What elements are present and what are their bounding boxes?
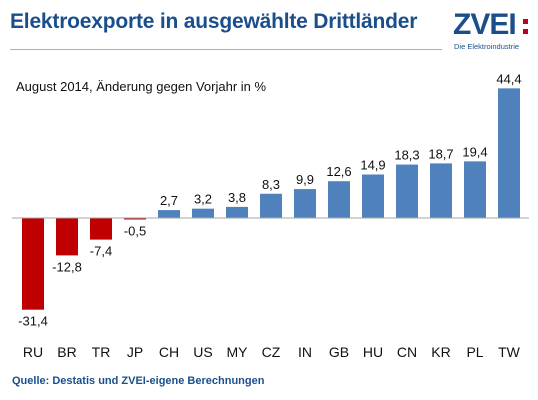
logo-colon-mark: [523, 19, 529, 39]
bar-jp: [124, 218, 146, 220]
value-label-jp: -0,5: [124, 224, 146, 239]
value-label-cn: 18,3: [394, 148, 419, 163]
category-label-cz: CZ: [262, 344, 281, 360]
value-label-gb: 12,6: [326, 164, 351, 179]
bar-cz: [260, 193, 282, 218]
chart-title: Elektroexporte in ausgewählte Drittlände…: [10, 10, 418, 33]
bars-group: [22, 88, 520, 310]
category-label-hu: HU: [363, 344, 383, 360]
category-label-ru: RU: [23, 344, 43, 360]
value-label-hu: 14,9: [360, 157, 385, 172]
category-label-pl: PL: [466, 344, 483, 360]
value-label-tw: 44,4: [496, 71, 521, 86]
bar-pl: [464, 161, 486, 218]
bar-kr: [430, 163, 452, 218]
category-label-us: US: [193, 344, 212, 360]
bar-br: [56, 218, 78, 256]
category-label-tw: TW: [498, 344, 521, 360]
value-label-us: 3,2: [194, 192, 212, 207]
category-label-my: MY: [227, 344, 249, 360]
header-divider: [10, 49, 442, 50]
bar-in: [294, 189, 316, 218]
bar-tw: [498, 88, 520, 219]
category-label-ch: CH: [159, 344, 179, 360]
bar-cn: [396, 164, 418, 218]
bar-hu: [362, 174, 384, 218]
value-labels-group: -31,4 -12,8 -7,4 -0,5 2,7 3,2 3,8 8,3 9,9 12,6 14,…: [18, 71, 521, 328]
value-label-in: 9,9: [296, 172, 314, 187]
value-label-my: 3,8: [228, 190, 246, 205]
category-labels-group: RU BR TR JP CH US MY CZ IN GB HU CN KR PL TW: [23, 344, 521, 360]
bar-us: [192, 208, 214, 218]
bar-ru: [22, 218, 44, 310]
category-label-gb: GB: [329, 344, 349, 360]
bar-ch: [158, 210, 180, 218]
category-label-br: BR: [57, 344, 76, 360]
value-label-ch: 2,7: [160, 193, 178, 208]
bar-tr: [90, 218, 112, 240]
value-label-br: -12,8: [52, 259, 82, 274]
category-label-in: IN: [298, 344, 312, 360]
value-label-tr: -7,4: [90, 244, 112, 259]
logo-wordmark: ZVEI: [453, 8, 517, 41]
category-label-tr: TR: [92, 344, 111, 360]
value-label-kr: 18,7: [428, 146, 453, 161]
category-label-kr: KR: [431, 344, 450, 360]
zvei-logo: ZVEI Die Elektroindustrie: [453, 8, 533, 54]
bar-my: [226, 206, 248, 218]
value-label-pl: 19,4: [462, 144, 487, 159]
bar-gb: [328, 181, 350, 218]
source-note: Quelle: Destatis und ZVEI-eigene Berechn…: [12, 375, 265, 387]
category-label-cn: CN: [397, 344, 417, 360]
chart-subtitle: August 2014, Änderung gegen Vorjahr in %: [16, 79, 267, 94]
value-label-cz: 8,3: [262, 177, 280, 192]
logo-tagline: Die Elektroindustrie: [454, 42, 520, 51]
value-label-ru: -31,4: [18, 314, 48, 329]
category-label-jp: JP: [127, 344, 143, 360]
